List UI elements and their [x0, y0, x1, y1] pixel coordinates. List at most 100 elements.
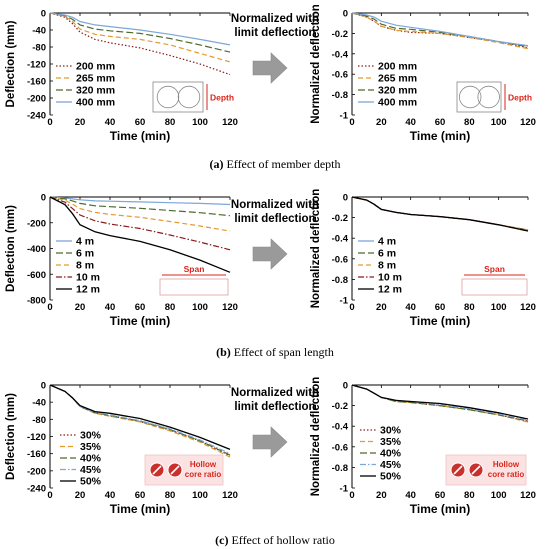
- y-tick-label: -0.4: [332, 49, 349, 60]
- y-tick-label: -200: [27, 218, 46, 229]
- series-line-3: [49, 196, 231, 232]
- chart-a-left: 0 20 40 60 80 100 120 0 -40 -80 -120 -160 -200 -240 Ti…: [5, 9, 238, 144]
- x-axis-title: Time (min): [410, 129, 470, 143]
- y-tick-label: -0.8: [332, 90, 348, 101]
- y-tick-label: -200: [27, 94, 46, 105]
- legend-label: 265 mm: [76, 73, 115, 85]
- legend-label: 200 mm: [378, 61, 417, 73]
- inset-label: core ratio: [488, 470, 525, 479]
- series-line-5: [351, 196, 529, 232]
- series-line-1: [49, 196, 231, 206]
- inset-label: Span: [484, 264, 505, 274]
- x-tick-label: 40: [405, 302, 416, 313]
- caption-a: (a) Effect of member depth: [209, 157, 341, 171]
- series-line-4: [351, 12, 529, 47]
- legend-label: 320 mm: [76, 85, 115, 97]
- x-tick-label: 100: [192, 117, 208, 128]
- x-tick-label: 40: [105, 302, 116, 313]
- y-tick-label: -120: [27, 432, 46, 443]
- x-tick-label: 80: [165, 117, 176, 128]
- x-tick-label: 0: [349, 302, 354, 313]
- chart-a-right: 0 20 40 60 80 100 120 0 -0.2 -0.4 -0.6 -0.8 -1 Time (…: [310, 4, 536, 143]
- legend-label: 50%: [80, 476, 102, 488]
- series-line-3: [49, 12, 231, 53]
- series-line-2: [351, 12, 529, 50]
- y-tick-label: -120: [27, 60, 46, 71]
- x-tick-label: 100: [491, 490, 507, 501]
- legend-label: 12 m: [378, 284, 402, 296]
- y-axis-title: Deflection (mm): [5, 20, 17, 107]
- series-line-2: [49, 12, 231, 63]
- legend-label: 4 m: [378, 236, 396, 248]
- chart-b-left: 0 20 40 60 80 100 120 0 -200 -400 -600 -800 Time (mi…: [5, 193, 238, 329]
- legend-label: 400 mm: [76, 97, 115, 109]
- x-tick-label: 100: [192, 302, 208, 313]
- x-tick-label: 80: [165, 302, 176, 313]
- x-tick-label: 0: [47, 490, 52, 501]
- slab-elevation: [461, 278, 528, 296]
- y-axis-title: Deflection (mm): [5, 393, 17, 480]
- arrow-label-b: Normalized with limit deflection: [230, 199, 320, 225]
- y-tick-label: -40: [32, 26, 46, 37]
- x-tick-label: 20: [376, 302, 387, 313]
- y-axis-title: Normalized deflection: [310, 189, 322, 309]
- y-tick-label: -240: [27, 484, 46, 495]
- y-tick-label: -1: [340, 484, 349, 495]
- series-line-5: [49, 196, 231, 273]
- x-tick-label: 100: [491, 117, 507, 128]
- x-tick-label: 120: [222, 490, 238, 501]
- arrow-label-a: Normalized with limit deflection: [230, 13, 320, 39]
- legend-label: 200 mm: [76, 61, 115, 73]
- x-axis-title: Time (min): [410, 314, 470, 328]
- y-tick-label: 0: [343, 193, 348, 204]
- inset-label: Hollow: [493, 460, 520, 469]
- x-tick-label: 0: [349, 117, 354, 128]
- y-tick-label: -80: [32, 43, 46, 54]
- x-tick-label: 0: [349, 490, 354, 501]
- legend-label: 35%: [380, 436, 402, 448]
- y-tick-label: -240: [27, 111, 46, 122]
- y-tick-label: -0.2: [332, 29, 348, 40]
- x-tick-label: 60: [135, 302, 146, 313]
- legend-label: 35%: [80, 441, 102, 453]
- y-tick-label: -0.6: [332, 442, 348, 453]
- legend-label: 50%: [380, 471, 402, 483]
- x-tick-label: 120: [520, 302, 536, 313]
- hatch-line: [152, 465, 162, 475]
- y-tick-label: 0: [343, 381, 348, 392]
- arrow-label-c: Normalized with limit deflection: [230, 387, 320, 413]
- hatch-line: [170, 465, 180, 475]
- x-tick-label: 0: [47, 117, 52, 128]
- chart-b-right: 0 20 40 60 80 100 120 0 -0.2 -0.4 -0.6 -0.8 -1 Time (…: [310, 189, 536, 328]
- y-tick-label: -600: [27, 270, 46, 281]
- series-line-3: [49, 384, 231, 456]
- y-tick-label: -0.8: [332, 463, 348, 474]
- legend-label: 8 m: [76, 260, 94, 272]
- slab-section: [456, 81, 502, 113]
- series-line-4: [49, 384, 231, 455]
- legend-label: 40%: [380, 448, 402, 460]
- series-line-4: [49, 196, 231, 251]
- y-tick-label: -0.4: [332, 422, 349, 433]
- hatch-line: [471, 465, 481, 475]
- y-axis-title: Deflection (mm): [5, 205, 17, 292]
- inset-label: Span: [184, 264, 205, 274]
- hollow-core-circle: [156, 85, 180, 109]
- y-tick-label: -80: [32, 415, 46, 426]
- y-tick-label: -0.6: [332, 254, 348, 265]
- x-tick-label: 100: [192, 490, 208, 501]
- x-tick-label: 60: [435, 302, 446, 313]
- legend-label: 6 m: [378, 248, 396, 260]
- legend-label: 4 m: [76, 236, 94, 248]
- x-tick-label: 40: [105, 490, 116, 501]
- x-tick-label: 60: [435, 490, 446, 501]
- legend-label: 30%: [380, 425, 402, 437]
- y-tick-label: -1: [340, 111, 349, 122]
- y-tick-label: -0.8: [332, 275, 348, 286]
- y-tick-label: -800: [27, 296, 46, 307]
- inset-span: Span: [159, 264, 229, 296]
- x-tick-label: 20: [75, 117, 86, 128]
- x-tick-label: 20: [75, 490, 86, 501]
- x-axis-title: Time (min): [110, 129, 170, 143]
